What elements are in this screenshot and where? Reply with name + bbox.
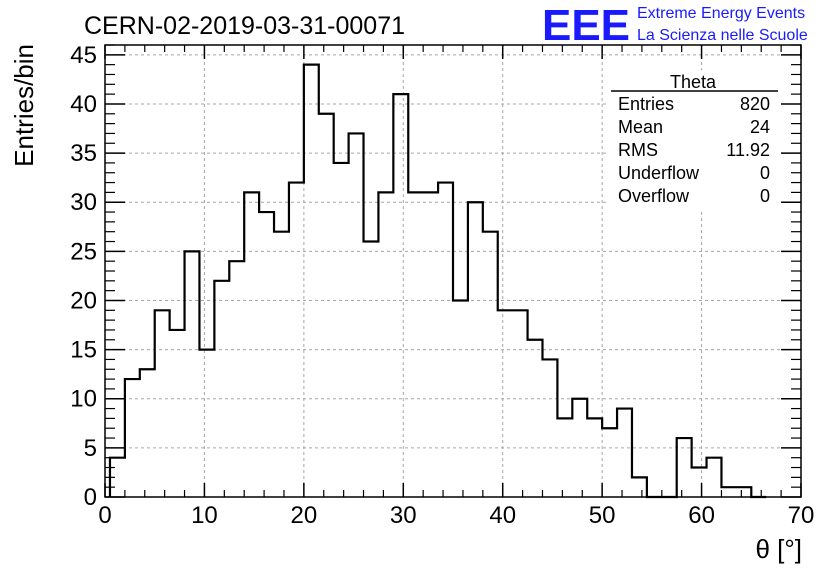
histogram-series	[108, 63, 767, 499]
histogram-bin	[632, 477, 647, 497]
y-tick-label: 40	[70, 91, 97, 118]
histogram-bin	[677, 438, 692, 497]
stats-title: Theta	[670, 72, 717, 92]
histogram-bin	[483, 232, 498, 497]
stats-label: RMS	[618, 140, 658, 160]
histogram-bin	[125, 379, 140, 497]
stats-label: Entries	[618, 94, 674, 114]
y-tick-label: 30	[70, 189, 97, 216]
logo-line2: La Scienza nelle Scuole	[637, 27, 808, 44]
histogram-bin	[587, 418, 602, 497]
histogram-bin	[364, 242, 379, 497]
histogram-bin	[736, 487, 751, 497]
histogram-bin	[274, 232, 289, 497]
y-tick-label: 0	[84, 484, 97, 511]
histogram-bin	[707, 458, 722, 497]
x-tick-labels: 0 10 20 30 40 50 60 70	[98, 502, 814, 529]
histogram-bin	[155, 310, 170, 497]
x-tick-label: 0	[98, 502, 111, 529]
y-tick-label: 20	[70, 287, 97, 314]
chart-title: CERN-02-2019-03-31-00071	[84, 12, 405, 40]
histogram-bin	[304, 65, 319, 497]
histogram-bin	[468, 202, 483, 497]
y-tick-label: 45	[70, 42, 97, 69]
x-tick-label: 20	[291, 502, 318, 529]
stats-value: 820	[740, 94, 770, 114]
histogram-bin	[721, 487, 736, 497]
y-tick-label: 10	[70, 386, 97, 413]
histogram-bin	[408, 192, 423, 497]
histogram-bin	[170, 330, 185, 497]
axis-ticks	[104, 44, 802, 498]
stats-value: 11.92	[726, 140, 770, 160]
y-tick-label: 15	[70, 337, 97, 364]
histogram-bin	[423, 192, 438, 497]
x-tick-label: 60	[688, 502, 715, 529]
x-tick-label: 70	[788, 502, 815, 529]
stats-box: Theta Entries 820 Mean 24 RMS 11.92 Underflow 0…	[608, 70, 780, 212]
stats-box-background	[608, 70, 780, 212]
x-tick-label: 50	[589, 502, 616, 529]
histogram-bin	[229, 261, 244, 497]
histogram-bin	[289, 183, 304, 497]
stats-rows: Entries 820 Mean 24 RMS 11.92 Underflow 0 Overfl…	[618, 94, 770, 206]
histogram-bin	[617, 409, 632, 497]
histogram-bin	[542, 359, 557, 497]
logo-line1: Extreme Energy Events	[637, 5, 805, 22]
histogram-bin	[185, 251, 200, 497]
x-tick-label: 10	[191, 502, 218, 529]
histogram-bin	[528, 340, 543, 497]
histogram-bin	[498, 310, 513, 497]
histogram-bin	[214, 281, 229, 497]
histogram-bin	[259, 212, 274, 497]
stats-label: Mean	[618, 117, 663, 137]
stats-label: Underflow	[618, 163, 700, 183]
stats-value: 0	[760, 163, 770, 183]
histogram-bin	[140, 369, 155, 497]
x-tick-label: 40	[489, 502, 516, 529]
histogram-bin	[393, 94, 408, 497]
histogram-bin	[349, 133, 364, 497]
histogram-outline	[108, 63, 767, 499]
y-tick-label: 25	[70, 238, 97, 265]
histogram-bin	[378, 192, 393, 497]
eee-logo: EEE	[542, 1, 630, 50]
y-tick-label: 35	[70, 140, 97, 167]
histogram-bin	[513, 310, 528, 497]
x-tick-label: 30	[390, 502, 417, 529]
y-axis-label: Entries/bin	[9, 44, 39, 167]
x-axis-label: θ [°]	[755, 534, 802, 564]
histogram-bin	[319, 114, 334, 497]
histogram-bin	[334, 163, 349, 497]
stats-label: Overflow	[618, 186, 690, 206]
stats-value: 24	[750, 117, 770, 137]
histogram-bin	[244, 192, 259, 497]
histogram-bin	[557, 418, 572, 497]
y-tick-label: 5	[84, 435, 97, 462]
histogram-bin	[199, 350, 214, 497]
histogram-bin	[692, 468, 707, 497]
histogram-bin	[602, 428, 617, 497]
y-tick-labels: 0 5 10 15 20 25 30 35 40 45	[70, 42, 97, 511]
stats-value: 0	[760, 186, 770, 206]
histogram-bin	[438, 183, 453, 497]
